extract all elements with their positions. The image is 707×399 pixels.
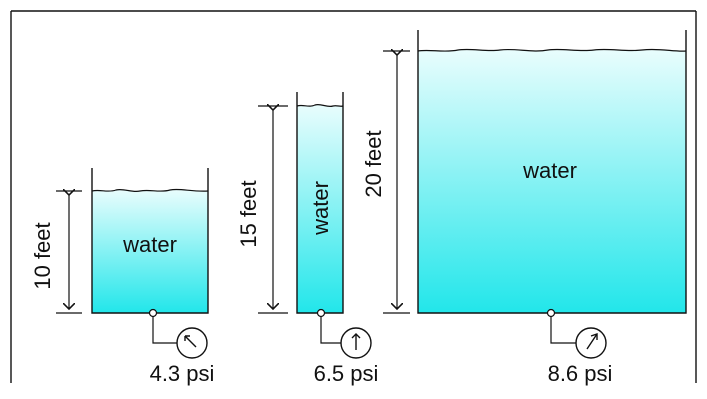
gauge-port (316, 308, 326, 318)
tank-20-feet: 20 feet water 8.6 psi (361, 30, 687, 386)
pressure-label: 8.6 psi (548, 361, 613, 386)
height-label: 20 feet (361, 130, 386, 197)
fluid-label: water (122, 232, 177, 257)
gauge-pipe (152, 316, 177, 344)
gauge-port (148, 308, 158, 318)
gauge-port (546, 308, 556, 318)
height-label: 10 feet (30, 222, 55, 289)
gauge-pipe (550, 316, 576, 344)
water-fill (418, 49, 686, 314)
water-fill (297, 104, 343, 313)
water-surface (296, 103, 344, 108)
pressure-label: 4.3 psi (150, 361, 215, 386)
gauge-needle (586, 333, 598, 350)
height-label: 15 feet (236, 180, 261, 247)
tank-15-feet: 15 feet water 6.5 psi (236, 92, 378, 386)
water-surface (417, 48, 687, 52)
pressure-label: 6.5 psi (314, 361, 379, 386)
gauge-needle (184, 335, 197, 348)
fluid-label: water (308, 181, 333, 236)
fluid-label: water (522, 158, 577, 183)
tank-10-feet: 10 feet water 4.3 psi (30, 168, 214, 386)
water-fill (92, 189, 208, 313)
water-surface (91, 188, 209, 193)
gauge-pipe (320, 316, 341, 344)
outer-frame (10, 10, 697, 383)
